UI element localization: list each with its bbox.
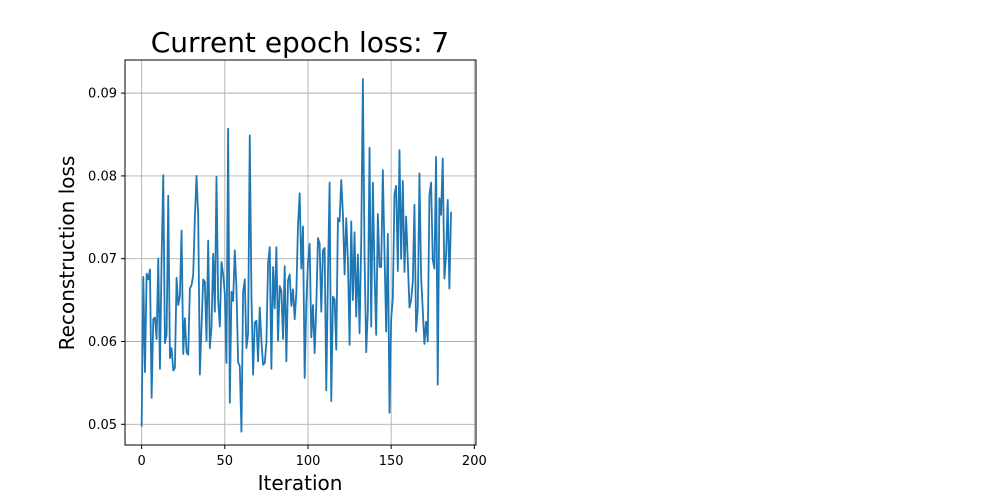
x-tick-label: 150	[379, 454, 404, 469]
chart-title: Current epoch loss: 7	[151, 26, 449, 59]
loss-series-line	[140, 78, 452, 433]
y-tick-label: 0.05	[88, 418, 117, 433]
x-tick-label: 50	[217, 454, 234, 469]
x-tick-label: 0	[137, 454, 145, 469]
y-tick-label: 0.06	[88, 335, 117, 350]
y-tick-label: 0.09	[88, 87, 117, 102]
ticks: 0 50 100 150 200 0.05 0.06 0.07 0.08 0.09	[88, 87, 487, 469]
y-tick-label: 0.08	[88, 169, 117, 184]
y-axis-label: Reconstruction loss	[55, 156, 79, 351]
x-tick-label: 100	[296, 454, 321, 469]
x-tick-label: 200	[462, 454, 487, 469]
x-axis-label: Iteration	[258, 471, 343, 495]
axes-frame	[124, 59, 477, 446]
y-tick-label: 0.07	[88, 252, 117, 267]
